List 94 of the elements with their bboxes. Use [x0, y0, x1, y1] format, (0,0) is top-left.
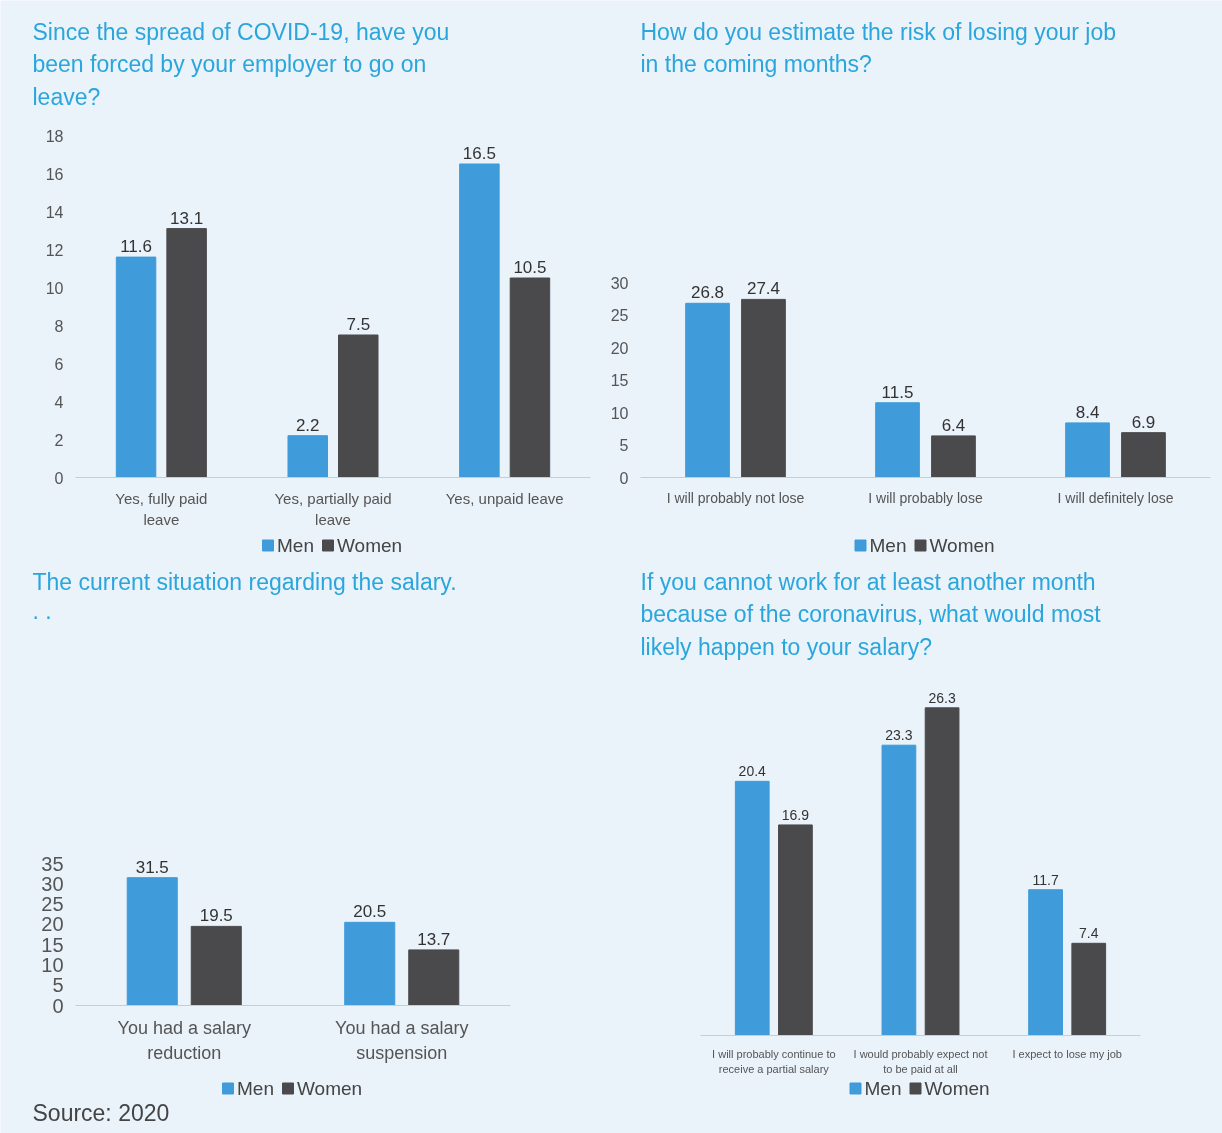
x-tick-label: I would probably expect not to be paid at all: [853, 1047, 988, 1075]
bar: [924, 707, 960, 1036]
y-tick-label: 15: [610, 372, 629, 389]
x-tick-label: Yes, fully paid leave: [115, 489, 208, 528]
data-label: 7.5: [346, 315, 371, 334]
bar: [685, 302, 730, 478]
legend-label: Women: [297, 1078, 363, 1099]
bar: [190, 925, 242, 1006]
data-label: 2.2: [295, 415, 320, 435]
y-tick-label: 0: [619, 469, 629, 487]
x-tick-label: Yes, partially paid leave: [274, 489, 392, 528]
x-tick-label: I will definitely lose: [1057, 489, 1174, 506]
data-label: 11.6: [120, 237, 152, 257]
y-tick-label: 12: [45, 241, 64, 259]
y-tick-label: 20: [41, 913, 64, 936]
bar: [1071, 942, 1107, 1036]
legend-label: Women: [929, 535, 995, 556]
data-label: 16.9: [781, 806, 810, 823]
data-label: 13.7: [417, 929, 451, 949]
bar: [1121, 432, 1166, 478]
bar: [1065, 422, 1110, 478]
y-tick-label: 30: [610, 274, 629, 292]
bar: [115, 256, 157, 478]
y-tick-label: 10: [610, 404, 629, 422]
y-tick-label: 14: [45, 203, 64, 221]
bar: [126, 877, 178, 1006]
y-tick-label: 25: [41, 893, 64, 916]
data-label: 26.3: [928, 689, 956, 706]
bar: [408, 949, 460, 1006]
bar: [166, 228, 207, 478]
bar: [931, 435, 976, 478]
x-tick-label: I will probably lose: [868, 489, 983, 506]
legend-label: Men: [277, 535, 314, 556]
x-tick-label: I expect to lose my job: [1012, 1047, 1122, 1060]
bar: [459, 163, 500, 478]
data-label: 31.5: [135, 857, 169, 877]
bar: [338, 334, 379, 478]
chart-title: If you cannot work for at least another month because of the coronavirus, what would most likely happen to your salary?: [640, 568, 1102, 660]
y-tick-label: 15: [41, 933, 64, 956]
data-label: 26.8: [690, 283, 725, 303]
source-note: Source: 2020: [32, 1099, 170, 1126]
chart-subtitle: . .: [32, 598, 52, 624]
data-label: 10.5: [513, 258, 547, 277]
y-tick-label: 0: [54, 469, 64, 487]
y-tick-label: 5: [619, 437, 629, 454]
x-tick-label: I will probably not lose: [666, 489, 805, 506]
y-tick-label: 8: [54, 317, 64, 335]
data-label: 7.4: [1079, 925, 1099, 942]
chart-title: The current situation regarding the salary.: [32, 568, 457, 595]
bar: [881, 744, 917, 1036]
y-tick-label: 2: [54, 431, 64, 449]
x-tick-label: You had a salary suspension: [335, 1017, 469, 1063]
y-tick-label: 10: [41, 953, 64, 976]
data-label: 8.4: [1075, 402, 1100, 422]
y-tick-label: 30: [41, 872, 64, 895]
y-tick-label: 10: [45, 279, 64, 297]
data-label: 20.5: [353, 902, 387, 922]
y-tick-label: 0: [52, 994, 64, 1017]
y-tick-label: 4: [54, 393, 64, 411]
y-tick-label: 18: [45, 127, 64, 145]
legend-label: Women: [337, 535, 403, 556]
data-label: 11.5: [881, 382, 914, 402]
y-tick-label: 5: [52, 974, 64, 997]
chart-title: How do you estimate the risk of losing your job in the coming months?: [640, 18, 1117, 77]
data-label: 23.3: [885, 727, 913, 744]
data-label: 27.4: [746, 279, 781, 299]
data-label: 16.5: [462, 144, 496, 163]
bar: [509, 277, 551, 478]
bar: [778, 824, 813, 1036]
legend-label: Women: [924, 1078, 990, 1099]
data-label: 19.5: [199, 906, 233, 926]
legend-label: Men: [864, 1078, 902, 1099]
x-tick-label: Yes, unpaid leave: [445, 489, 564, 507]
data-label: 13.1: [170, 208, 204, 228]
bar: [344, 921, 396, 1006]
data-label: 6.9: [1131, 412, 1156, 432]
data-label: 6.4: [941, 415, 966, 435]
bar: [1028, 889, 1063, 1036]
legend-label: Men: [869, 535, 907, 556]
y-tick-label: 35: [41, 852, 64, 875]
x-tick-label: I will probably continue to receive a partial salary: [712, 1047, 836, 1075]
bar: [734, 780, 770, 1036]
y-tick-label: 16: [45, 165, 64, 183]
x-tick-label: You had a salary reduction: [117, 1017, 251, 1063]
bar: [875, 402, 920, 478]
legend-label: Men: [237, 1078, 274, 1099]
y-tick-label: 6: [54, 355, 64, 373]
data-label: 11.7: [1032, 871, 1059, 888]
bar: [287, 435, 328, 478]
y-tick-label: 25: [610, 307, 629, 324]
data-label: 20.4: [738, 763, 767, 780]
chart-title: Since the spread of COVID-19, have you been forced by your employer to go on leave?: [32, 18, 450, 110]
bar: [741, 298, 786, 478]
y-tick-label: 20: [610, 339, 629, 357]
